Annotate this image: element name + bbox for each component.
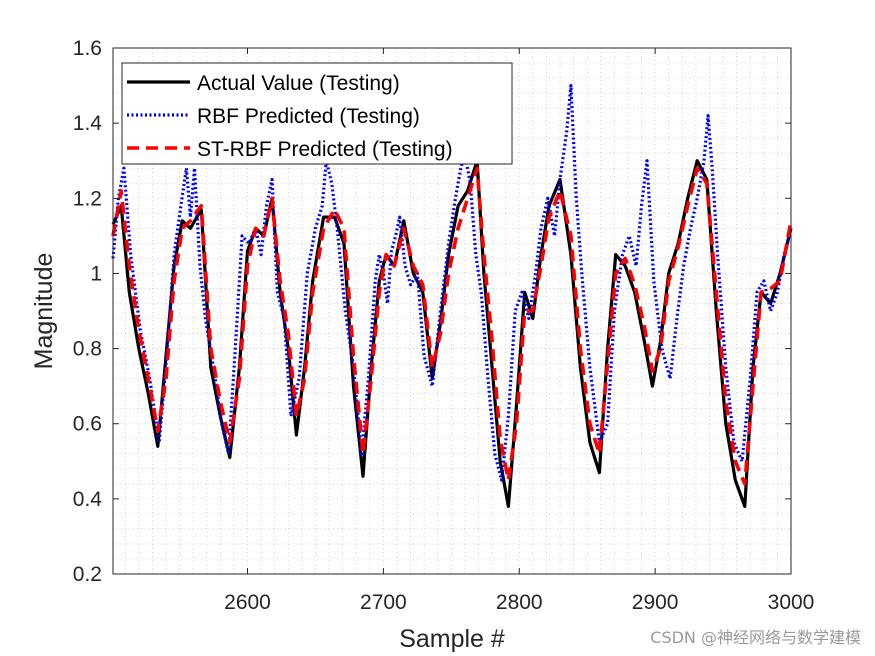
y-tick-label: 0.2 [73, 563, 102, 586]
axes-frame [112, 47, 792, 575]
series-layer: Actual Value (Testing)RBF Predicted (Tes… [111, 84, 793, 508]
x-tick-label: 2600 [224, 591, 271, 614]
y-tick-label: 0.4 [73, 488, 103, 511]
watermark: CSDN @神经网络与数学建模 [650, 628, 861, 647]
x-tick-label: 3000 [768, 591, 815, 614]
y-axis-title: Magnitude [30, 253, 58, 370]
y-tick-label: 0.6 [73, 413, 102, 436]
y-tick-label: 1 [90, 262, 102, 285]
series-line-2: ST-RBF Predicted (Testing) [111, 166, 793, 486]
legend-label-st-rbf: ST-RBF Predicted (Testing) [197, 138, 453, 161]
y-tick-label: 1.4 [73, 112, 103, 135]
tick-layer: 2600 2700 2800 2900 3000 0.2 0.4 0.6 0.8 1 1.2 1.4 1… [73, 37, 815, 614]
legend: Actual Value (Testing) RBF Predicted (Te… [121, 62, 513, 165]
x-axis-title: Sample # [399, 625, 505, 653]
y-tick-label: 0.8 [73, 338, 102, 361]
y-tick-label: 1.2 [73, 187, 102, 210]
legend-label-rbf: RBF Predicted (Testing) [197, 105, 420, 128]
x-tick-label: 2700 [360, 591, 407, 614]
legend-label-actual: Actual Value (Testing) [197, 72, 400, 95]
y-tick-label: 1.6 [73, 37, 102, 60]
x-tick-label: 2800 [496, 591, 543, 614]
x-tick-label: 2900 [632, 591, 679, 614]
